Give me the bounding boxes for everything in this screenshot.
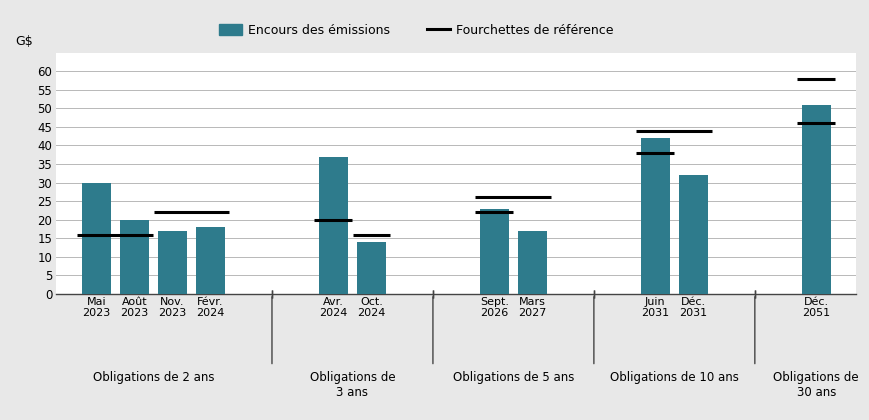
Text: Obligations de 2 ans: Obligations de 2 ans bbox=[93, 371, 214, 384]
Bar bbox=[679, 175, 708, 294]
Bar bbox=[480, 209, 509, 294]
Text: Obligations de 5 ans: Obligations de 5 ans bbox=[453, 371, 574, 384]
Text: Obligations de
30 ans: Obligations de 30 ans bbox=[773, 371, 859, 399]
Bar bbox=[802, 105, 831, 294]
Bar bbox=[196, 227, 225, 294]
Bar bbox=[357, 242, 386, 294]
Bar bbox=[640, 138, 670, 294]
Bar bbox=[82, 183, 110, 294]
Bar bbox=[319, 157, 348, 294]
Legend: Encours des émissions, Fourchettes de référence: Encours des émissions, Fourchettes de ré… bbox=[219, 24, 614, 37]
Text: Obligations de 10 ans: Obligations de 10 ans bbox=[610, 371, 739, 384]
Bar bbox=[158, 231, 187, 294]
Bar bbox=[518, 231, 547, 294]
Bar bbox=[120, 220, 149, 294]
Text: Obligations de
3 ans: Obligations de 3 ans bbox=[309, 371, 395, 399]
Y-axis label: G$: G$ bbox=[16, 35, 33, 47]
